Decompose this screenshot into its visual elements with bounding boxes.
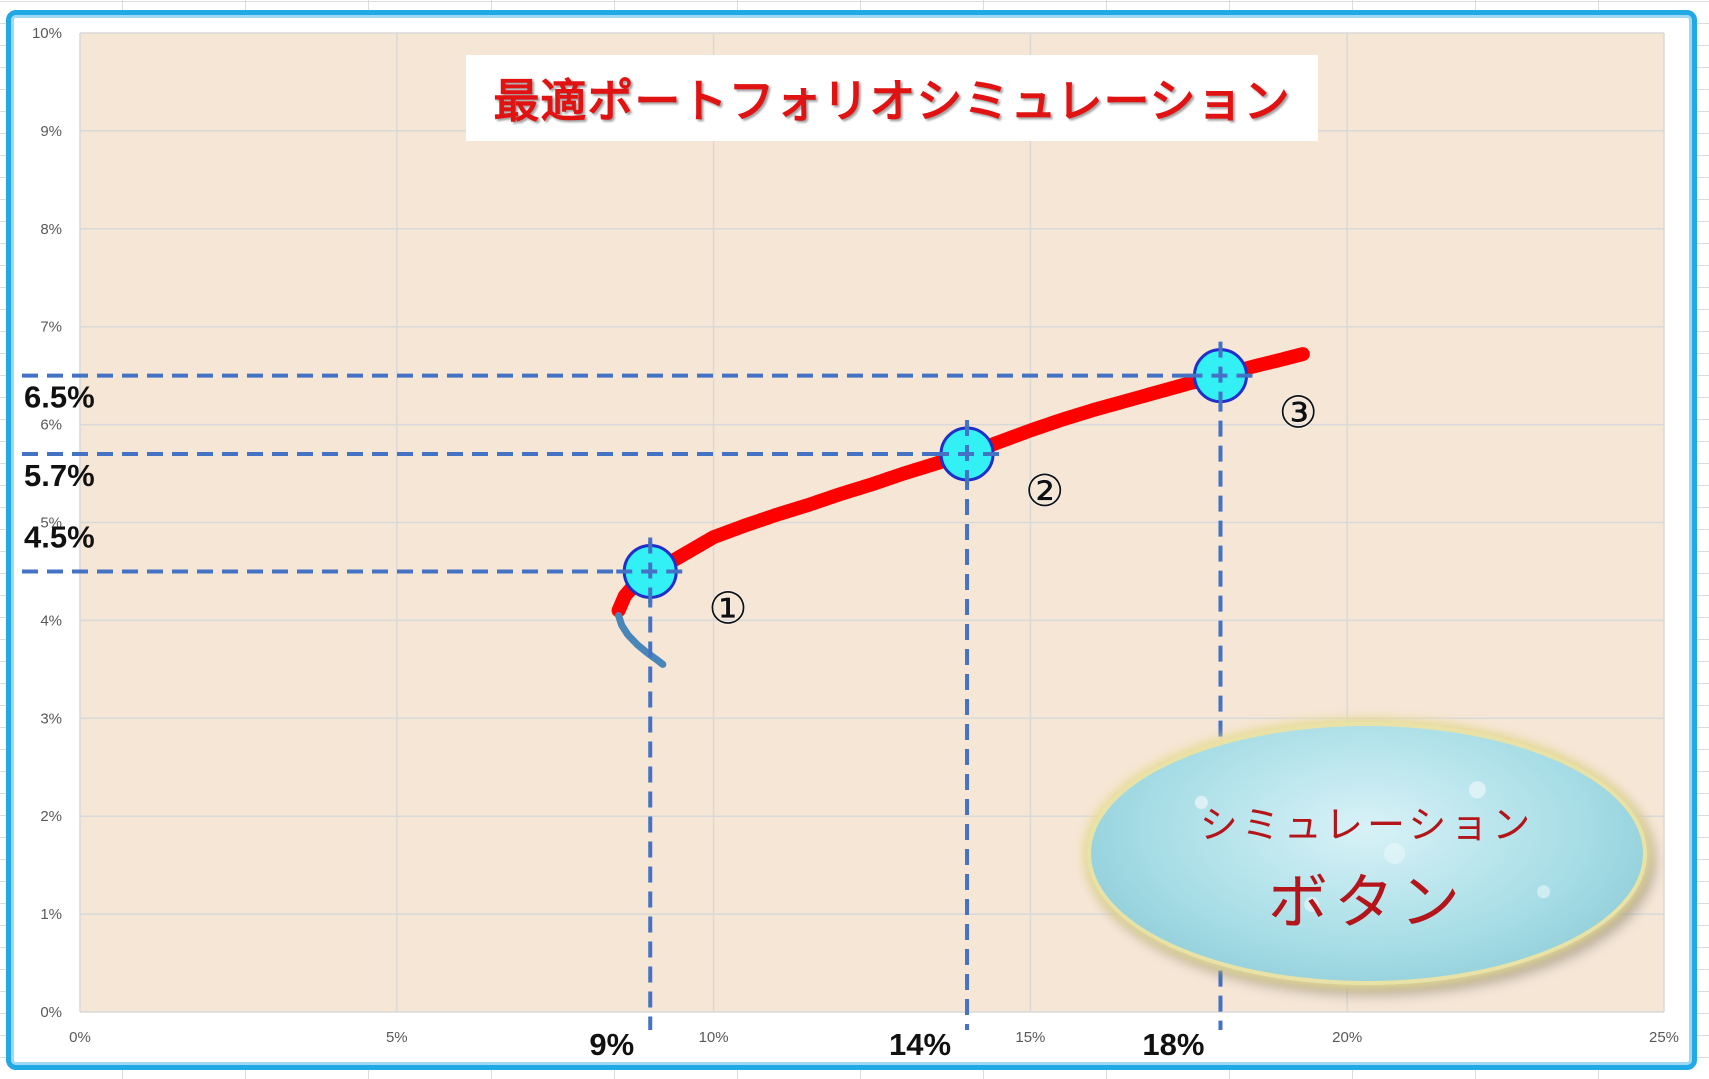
simulation-button-sublabel: ボタン	[1268, 868, 1466, 938]
point-number-label: ②	[1025, 466, 1064, 517]
chart-title: 最適ポートフォリオシミュレーション	[493, 74, 1291, 128]
x-tick-label: 20%	[1332, 1029, 1362, 1046]
y-value-label: 6.5%	[24, 380, 95, 415]
data-point	[1295, 347, 1310, 362]
y-tick-label: 2%	[40, 808, 62, 825]
y-tick-label: 4%	[40, 612, 62, 629]
y-tick-label: 6%	[40, 417, 62, 434]
point-number-label: ①	[708, 583, 747, 634]
highlight-markers	[616, 341, 1255, 606]
data-point	[659, 660, 667, 668]
simulation-button[interactable]: シミュレーション ボタン	[1087, 722, 1647, 985]
x-tick-label: 10%	[699, 1029, 729, 1046]
y-axis-tick-labels: 0% 1% 2% 3% 4% 5% 6% 7% 8% 9% 10%	[32, 25, 62, 1021]
y-tick-label: 7%	[40, 319, 62, 336]
x-value-label: 14%	[889, 1027, 951, 1062]
simulation-button-label: シミュレーション	[1199, 803, 1535, 847]
point-number-label: ③	[1278, 388, 1317, 439]
x-value-label: 18%	[1142, 1027, 1204, 1062]
highlight-labels: ① 4.5% 9% ② 5.7% 14% ③ 6.5% 18%	[24, 380, 1318, 1062]
y-value-label: 4.5%	[24, 519, 95, 554]
x-tick-label: 0%	[69, 1029, 91, 1046]
y-tick-label: 5%	[40, 515, 62, 532]
chart-title-box: 最適ポートフォリオシミュレーション	[466, 55, 1318, 141]
x-tick-label: 15%	[1015, 1029, 1045, 1046]
x-tick-label: 5%	[386, 1029, 408, 1046]
x-value-label: 9%	[589, 1027, 634, 1062]
y-tick-label: 10%	[32, 25, 62, 42]
y-tick-label: 1%	[40, 906, 62, 923]
x-tick-label: 25%	[1649, 1029, 1679, 1046]
y-value-label: 5.7%	[24, 458, 95, 493]
y-tick-label: 0%	[40, 1004, 62, 1021]
y-tick-label: 3%	[40, 710, 62, 727]
x-axis-tick-labels: 0% 5% 10% 15% 20% 25%	[69, 1029, 1679, 1046]
y-tick-label: 8%	[40, 221, 62, 238]
guide-lines	[22, 345, 1251, 1030]
y-tick-label: 9%	[40, 123, 62, 140]
